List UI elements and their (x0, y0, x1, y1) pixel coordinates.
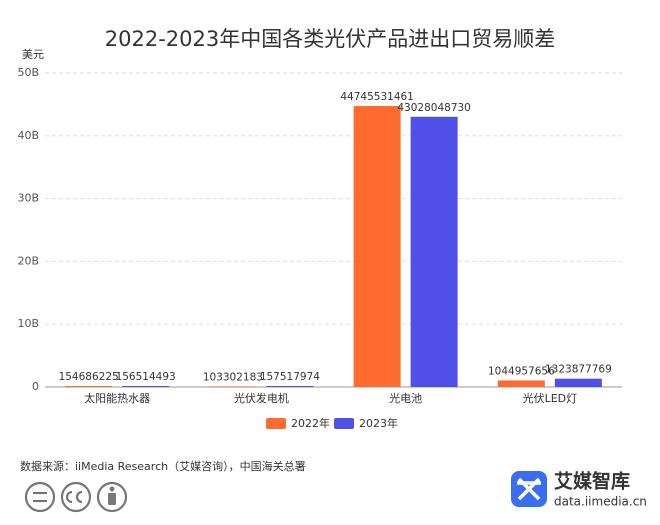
value-label: 157517974 (260, 371, 320, 383)
bar (410, 116, 458, 388)
y-tick-label: 0 (32, 380, 39, 393)
bar (65, 386, 113, 387)
value-label: 43028048730 (397, 102, 471, 114)
y-axis-label: 美元 (22, 48, 44, 61)
bar (554, 378, 602, 387)
legend-label: 2023年 (359, 416, 398, 430)
bar (266, 386, 314, 387)
legend-label: 2022年 (291, 416, 330, 430)
brand-url: data.iimedia.cn (554, 495, 647, 509)
value-label: 1323877769 (545, 364, 612, 376)
value-label: 156514493 (116, 371, 176, 383)
source: 数据来源：iiMedia Research（艾媒咨询），中国海关总署 (20, 459, 306, 473)
y-tick-label: 20B (17, 254, 39, 267)
y-tick-label: 50B (17, 66, 39, 79)
brand-logo (511, 471, 547, 507)
value-label: 1044957656 (488, 365, 555, 377)
bar (497, 380, 545, 387)
brand-name: 艾媒智库 (554, 470, 630, 493)
y-tick-label: 10B (17, 317, 39, 330)
x-tick-label: 太阳能热水器 (84, 391, 150, 405)
bar (209, 386, 257, 387)
license-icons (24, 481, 128, 513)
value-label: 103302183 (203, 371, 263, 383)
x-tick-label: 光电池 (389, 391, 422, 405)
x-tick-label: 光伏LED灯 (523, 391, 578, 405)
x-tick-label: 光伏发电机 (234, 391, 289, 405)
bar (122, 386, 170, 387)
legend-swatch (266, 418, 286, 429)
bar (353, 105, 401, 388)
value-label: 44745531461 (340, 91, 414, 103)
y-tick-label: 30B (17, 192, 39, 205)
value-label: 154686225 (59, 371, 119, 383)
legend-swatch (334, 418, 354, 429)
y-tick-label: 40B (17, 129, 39, 142)
chart-title: 2022-2023年中国各类光伏产品进出口贸易顺差 (105, 27, 555, 51)
